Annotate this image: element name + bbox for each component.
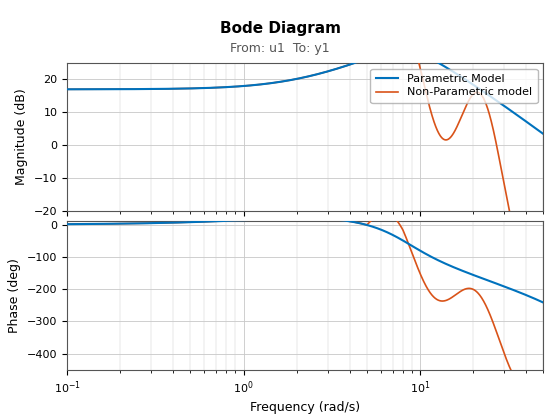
Parametric Model [540, 131, 547, 136]
Non-Parametric model [267, 216, 274, 221]
Text: From: u1  To: y1: From: u1 To: y1 [230, 42, 330, 55]
Non-Parametric model [267, 81, 274, 86]
Parametric Model [399, 48, 405, 53]
Parametric Model [531, 296, 538, 301]
Parametric Model [64, 222, 71, 227]
Text: Bode Diagram: Bode Diagram [220, 21, 340, 36]
Parametric Model [146, 87, 153, 92]
Y-axis label: Magnitude (dB): Magnitude (dB) [16, 89, 29, 186]
Non-Parametric model [531, 239, 538, 244]
Non-Parametric model [522, 249, 529, 254]
Line: Parametric Model: Parametric Model [67, 51, 543, 134]
Non-Parametric model [118, 221, 125, 226]
Non-Parametric model [540, 213, 547, 218]
Non-Parametric model [118, 87, 125, 92]
Parametric Model [267, 216, 274, 221]
Non-Parametric model [479, 94, 486, 100]
Non-Parametric model [146, 220, 153, 226]
Non-Parametric model [246, 83, 253, 88]
Parametric Model [531, 125, 538, 130]
Non-Parametric model [146, 87, 153, 92]
Y-axis label: Phase (deg): Phase (deg) [8, 258, 21, 333]
Parametric Model [64, 87, 71, 92]
Parametric Model [118, 221, 125, 226]
Parametric Model [479, 276, 486, 281]
Parametric Model [246, 217, 253, 222]
Non-Parametric model [381, 210, 388, 215]
Non-Parametric model [531, 383, 538, 389]
Non-Parametric model [479, 297, 486, 302]
X-axis label: Frequency (rad/s): Frequency (rad/s) [250, 402, 360, 415]
Parametric Model [479, 89, 486, 94]
Parametric Model [300, 216, 306, 221]
Parametric Model [118, 87, 125, 92]
Non-Parametric model [524, 386, 531, 391]
Line: Parametric Model: Parametric Model [67, 218, 543, 302]
Parametric Model [540, 300, 547, 305]
Non-Parametric model [396, 13, 403, 18]
Line: Non-Parametric model: Non-Parametric model [67, 213, 543, 388]
Parametric Model [246, 83, 253, 88]
Non-Parametric model [246, 217, 253, 222]
Legend: Parametric Model, Non-Parametric model: Parametric Model, Non-Parametric model [370, 68, 538, 103]
Non-Parametric model [64, 222, 71, 227]
Non-Parametric model [540, 374, 547, 379]
Line: Non-Parametric model: Non-Parametric model [67, 16, 543, 252]
Parametric Model [267, 81, 274, 86]
Non-Parametric model [64, 87, 71, 92]
Parametric Model [146, 220, 153, 226]
